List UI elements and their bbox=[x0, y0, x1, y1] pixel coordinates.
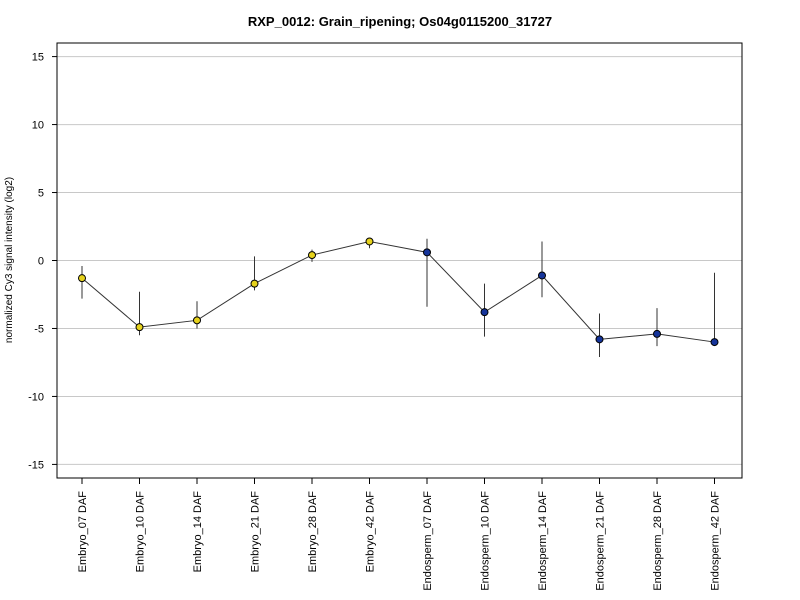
x-axis: Embryo_07 DAF Embryo_10 DAF Embryo_14 DAF E… bbox=[77, 478, 722, 591]
x-tick-label: Embryo_21 DAF bbox=[250, 491, 262, 573]
data-point bbox=[365, 237, 374, 246]
y-tick-label: 0 bbox=[38, 256, 44, 268]
data-point bbox=[308, 251, 316, 260]
x-tick-label: Endosperm_10 DAF bbox=[480, 491, 492, 591]
x-tick-label: Embryo_28 DAF bbox=[307, 491, 319, 573]
data-point bbox=[423, 248, 431, 257]
series-line bbox=[81, 240, 715, 343]
x-tick-label: Embryo_14 DAF bbox=[192, 491, 204, 573]
data-point bbox=[193, 316, 201, 325]
data-point bbox=[653, 329, 661, 338]
x-tick-label: Embryo_42 DAF bbox=[365, 491, 377, 573]
x-tick-label: Embryo_07 DAF bbox=[77, 491, 89, 573]
data-point bbox=[480, 308, 489, 317]
x-tick-label: Endosperm_07 DAF bbox=[422, 491, 434, 591]
y-tick-label: 15 bbox=[32, 52, 44, 64]
chart-title: RXP_0012: Grain_ripening; Os04g0115200_3… bbox=[248, 14, 552, 29]
data-point bbox=[538, 271, 546, 280]
data-point bbox=[710, 338, 719, 347]
data-point bbox=[595, 335, 604, 344]
y-tick-label: -10 bbox=[28, 391, 44, 403]
y-tick-label: 5 bbox=[38, 188, 44, 200]
gridlines bbox=[57, 56, 742, 465]
data-point bbox=[135, 323, 144, 332]
x-tick-label: Endosperm_42 DAF bbox=[710, 491, 722, 591]
y-tick-label: -5 bbox=[34, 323, 44, 335]
data-points bbox=[78, 237, 719, 347]
plot-frame bbox=[56, 42, 743, 479]
y-tick-label: 10 bbox=[32, 120, 44, 132]
y-tick-label: -15 bbox=[28, 459, 44, 471]
x-tick-label: Embryo_10 DAF bbox=[135, 491, 147, 573]
y-axis-label: normalized Cy3 signal intensity (log2) bbox=[4, 177, 15, 343]
x-tick-label: Endosperm_21 DAF bbox=[595, 491, 607, 591]
x-tick-label: Endosperm_28 DAF bbox=[652, 491, 664, 591]
y-axis: 15 10 5 0 -5 -10 -15 bbox=[28, 52, 57, 471]
data-point bbox=[78, 274, 86, 283]
x-tick-label: Endosperm_14 DAF bbox=[537, 491, 549, 591]
data-point bbox=[250, 279, 259, 288]
error-bars bbox=[81, 238, 715, 358]
